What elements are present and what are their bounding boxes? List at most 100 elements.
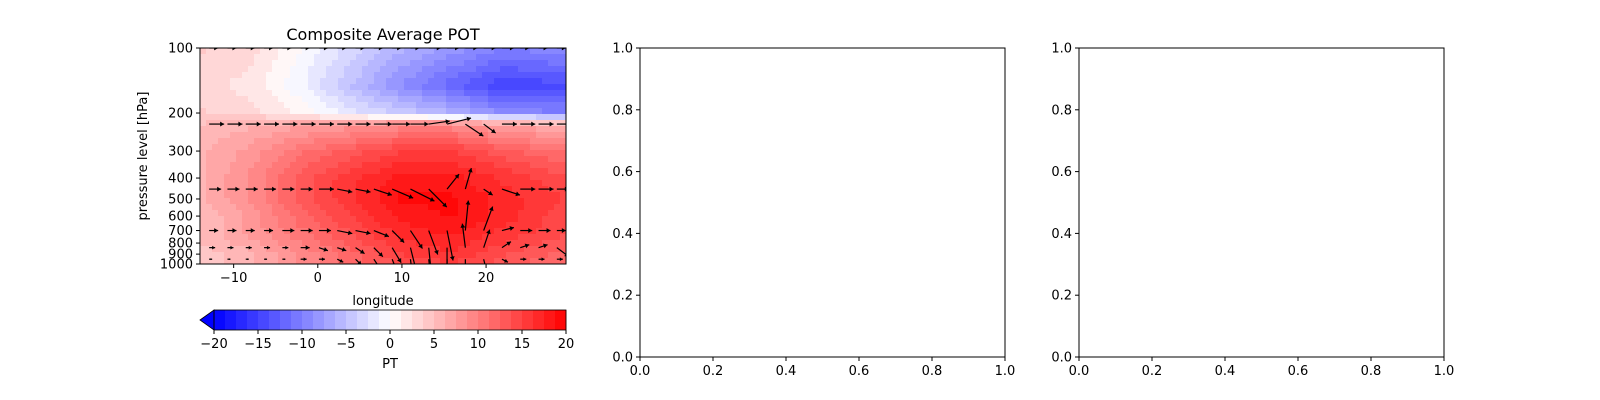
field-cell	[536, 72, 543, 79]
field-cell	[512, 192, 519, 199]
field-cell	[398, 192, 405, 199]
field-cell	[362, 54, 369, 61]
field-cell	[494, 210, 501, 217]
field-cell	[368, 216, 375, 223]
field-cell	[392, 204, 399, 211]
field-cell	[242, 192, 249, 199]
field-cell	[266, 138, 273, 145]
field-cell	[368, 60, 375, 67]
field-cell	[302, 198, 309, 205]
field-cell	[392, 180, 399, 187]
field-cell	[404, 156, 411, 163]
field-cell	[296, 108, 303, 115]
field-cell	[320, 174, 327, 181]
field-cell	[272, 192, 279, 199]
field-cell	[206, 78, 213, 85]
wind-arrow	[264, 186, 277, 192]
field-cell	[536, 240, 543, 247]
field-cell	[512, 84, 519, 91]
field-cell	[458, 204, 465, 211]
field-cell	[242, 210, 249, 217]
field-cell	[272, 222, 279, 229]
field-cell	[452, 144, 459, 151]
field-cell	[428, 150, 435, 157]
field-cell	[230, 198, 237, 205]
field-cell	[266, 90, 273, 97]
wind-arrow	[409, 259, 412, 264]
field-cell	[398, 96, 405, 103]
field-cell	[254, 180, 261, 187]
field-cell	[434, 186, 441, 193]
field-cell	[272, 234, 279, 241]
field-cell	[440, 234, 447, 241]
field-cell	[554, 48, 561, 55]
colorbar-cell	[324, 310, 336, 330]
field-cell	[242, 150, 249, 157]
field-cell	[272, 132, 279, 139]
field-cell	[242, 240, 249, 247]
field-cell	[356, 60, 363, 67]
wind-arrow	[428, 247, 431, 264]
field-cell	[458, 210, 465, 217]
wind-arrow	[264, 48, 274, 51]
field-cell	[380, 54, 387, 61]
wind-arrow	[209, 48, 219, 51]
field-cell	[428, 162, 435, 169]
field-cell	[398, 198, 405, 205]
field-cell	[308, 252, 315, 259]
field-cell	[374, 156, 381, 163]
field-cell	[392, 96, 399, 103]
field-cell	[236, 222, 243, 229]
field-cell	[260, 138, 267, 145]
field-cell	[470, 204, 477, 211]
field-cell	[314, 114, 321, 121]
field-cell	[452, 96, 459, 103]
field-cell	[416, 144, 423, 151]
field-cell	[518, 72, 525, 79]
field-cell	[404, 186, 411, 193]
field-cell	[224, 132, 231, 139]
field-cell	[494, 108, 501, 115]
field-cell	[518, 102, 525, 109]
field-cell	[290, 234, 297, 241]
field-cell	[404, 90, 411, 97]
field-cell	[410, 204, 417, 211]
field-cell	[362, 132, 369, 139]
field-cell	[302, 54, 309, 61]
field-cell	[224, 186, 231, 193]
field-cell	[560, 144, 566, 151]
field-cell	[272, 144, 279, 151]
field-cell	[530, 54, 537, 61]
field-cell	[242, 120, 249, 127]
wind-arrow	[318, 257, 325, 261]
field-cell	[380, 78, 387, 85]
field-cell	[464, 138, 471, 145]
field-cell	[374, 210, 381, 217]
colorbar-cell	[225, 310, 237, 330]
field-cell	[314, 156, 321, 163]
field-cell	[236, 90, 243, 97]
field-cell	[452, 174, 459, 181]
field-cell	[308, 54, 315, 61]
field-cell	[218, 60, 225, 67]
field-cell	[314, 162, 321, 169]
field-cell	[458, 150, 465, 157]
field-cell	[206, 156, 213, 163]
field-cell	[290, 48, 297, 55]
field-cell	[278, 204, 285, 211]
field-cell	[338, 84, 345, 91]
field-cell	[248, 114, 255, 121]
field-cell	[512, 66, 519, 73]
field-cell	[266, 210, 273, 217]
field-cell	[362, 228, 369, 235]
field-cell	[236, 162, 243, 169]
field-cell	[296, 102, 303, 109]
field-cell	[224, 174, 231, 181]
field-cell	[548, 174, 555, 181]
field-cell	[206, 90, 213, 97]
field-cell	[206, 138, 213, 145]
field-cell	[434, 84, 441, 91]
field-cell	[338, 156, 345, 163]
field-cell	[350, 150, 357, 157]
field-cell	[320, 180, 327, 187]
